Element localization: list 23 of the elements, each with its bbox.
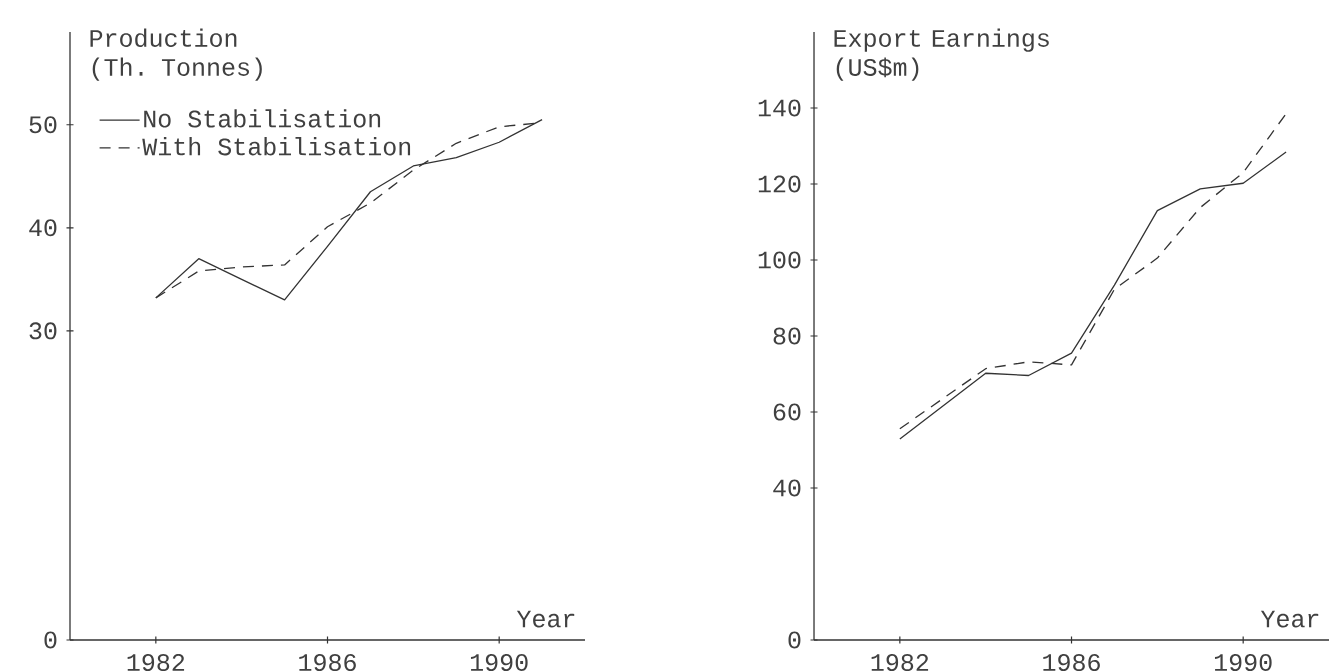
y-tick-label: 80 <box>773 327 801 345</box>
x-tick-label: 1986 <box>1043 654 1100 672</box>
y-tick-label: 0 <box>788 631 801 649</box>
y-tick-label: 120 <box>758 175 801 193</box>
y-tick-label: 140 <box>758 99 801 117</box>
y-axis-title: Production (Th. Tonnes) <box>90 28 262 81</box>
x-tick-label: 1990 <box>1214 654 1272 672</box>
y-tick-label: 60 <box>773 403 801 421</box>
x-axis-title: Year <box>1260 610 1319 628</box>
y-tick-label: 100 <box>758 251 801 269</box>
legend-label: No Stabilisation <box>144 109 381 128</box>
x-tick-label: 1990 <box>470 654 528 672</box>
y-axis-title: Export Earnings (US$m) <box>834 28 1049 81</box>
y-tick-label: 40 <box>29 219 57 237</box>
x-tick-label: 1982 <box>871 654 929 672</box>
legend-label: With Stabilisation <box>142 137 411 156</box>
y-tick-label: 40 <box>773 479 801 497</box>
y-tick-label: 0 <box>44 631 57 649</box>
x-tick-label: 1986 <box>299 654 356 672</box>
y-tick-label: 30 <box>29 322 57 340</box>
y-tick-label: 50 <box>29 116 57 134</box>
x-axis-title: Year <box>516 610 575 628</box>
x-tick-label: 1982 <box>127 654 185 672</box>
